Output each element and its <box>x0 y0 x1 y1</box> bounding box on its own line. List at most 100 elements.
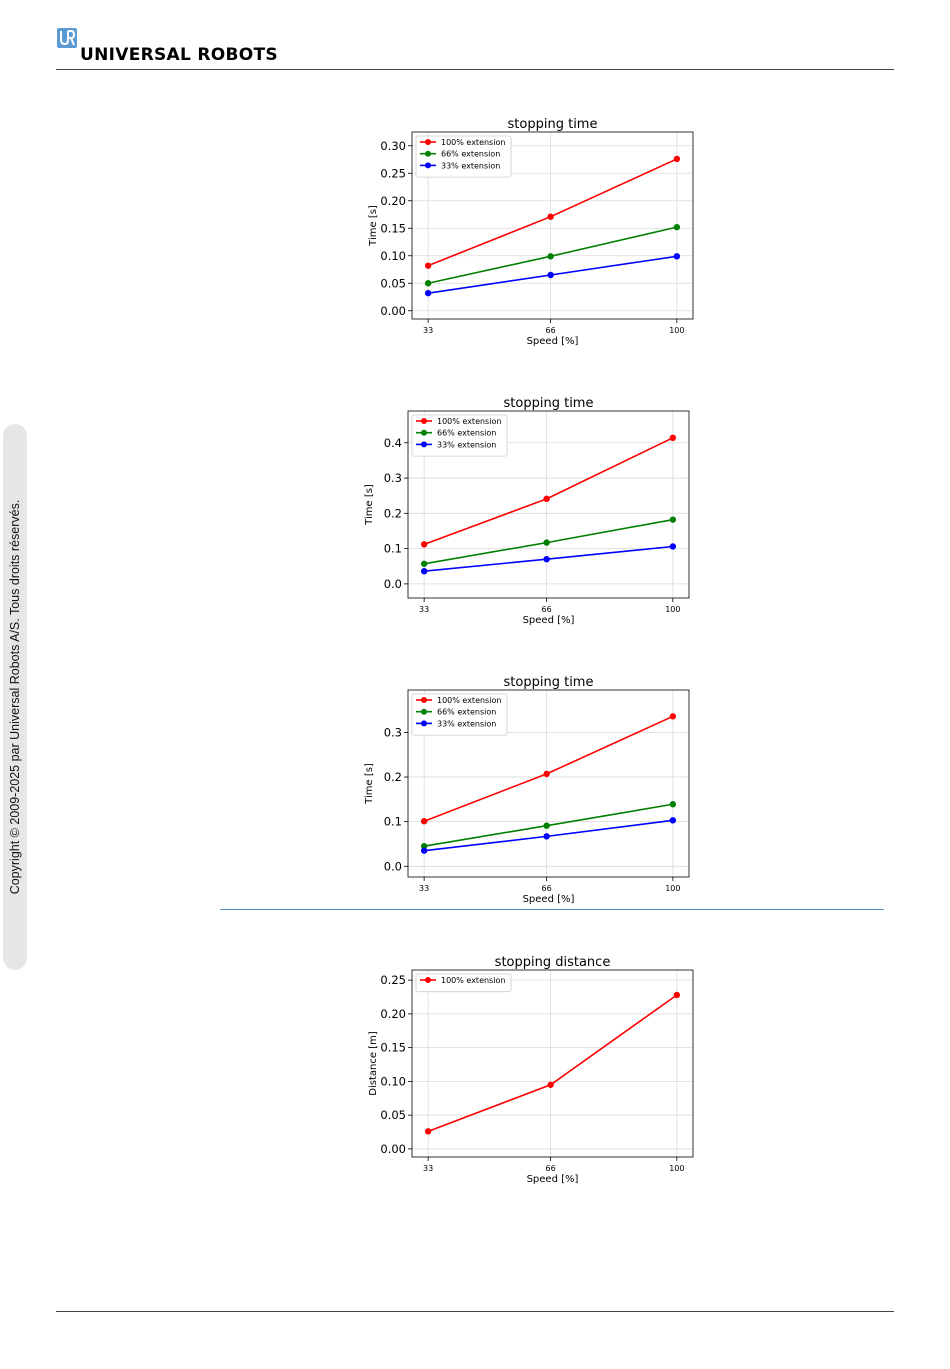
x-tick-label: 66 <box>542 884 552 893</box>
data-point <box>673 155 681 163</box>
legend-box <box>411 414 508 457</box>
legend-marker <box>425 162 431 169</box>
chart-title: stopping time <box>508 117 598 132</box>
y-tick-label: 0.15 <box>380 1041 406 1055</box>
legend-label: 100% extension <box>437 417 501 426</box>
data-point <box>547 1081 554 1088</box>
data-point <box>673 253 681 260</box>
plot-frame <box>407 410 690 599</box>
legend-marker <box>421 418 427 424</box>
y-axis-label: Distance [m] <box>368 1031 379 1096</box>
data-point <box>420 847 428 854</box>
legend-label: 66% extension <box>441 150 500 159</box>
y-tick-label: 0.10 <box>380 249 406 263</box>
header-rule <box>56 69 894 70</box>
y-tick-label: 0.2 <box>384 506 402 520</box>
legend-marker <box>425 139 431 145</box>
legend-marker <box>421 708 427 715</box>
y-tick-label: 0.10 <box>380 1074 406 1088</box>
y-tick-label: 0.20 <box>380 194 406 208</box>
data-point <box>669 713 677 720</box>
plot-frame <box>407 689 690 878</box>
chart-title: stopping time <box>504 675 594 690</box>
y-tick-label: 0.4 <box>384 436 402 450</box>
legend-box <box>415 973 512 993</box>
legend-label: 100% extension <box>441 976 505 985</box>
y-tick-label: 0.00 <box>380 304 406 318</box>
x-axis-label: Speed [%] <box>527 336 579 347</box>
data-point <box>543 822 550 829</box>
footer-rule <box>56 1311 894 1312</box>
plot-area <box>412 970 693 1157</box>
data-point <box>424 1128 432 1135</box>
data-point <box>420 560 428 567</box>
data-point <box>543 539 550 546</box>
legend-label: 66% extension <box>437 708 496 717</box>
legend-label: 33% extension <box>437 440 496 449</box>
legend-marker <box>421 720 427 727</box>
copyright-text: Copyright © 2009-2025 par Universal Robo… <box>8 499 22 895</box>
plot-frame <box>411 969 694 1158</box>
data-point <box>424 289 432 297</box>
y-tick-label: 0.3 <box>384 471 402 485</box>
data-point <box>673 223 681 231</box>
data-point <box>420 818 428 825</box>
legend-marker <box>421 441 427 448</box>
x-tick-label: 66 <box>546 1164 556 1173</box>
data-point <box>547 271 554 279</box>
data-point <box>669 516 677 523</box>
legend-label: 33% extension <box>441 161 500 170</box>
data-point <box>420 567 428 575</box>
x-tick-label: 100 <box>669 1164 684 1173</box>
y-tick-label: 0.05 <box>380 1108 406 1122</box>
chart-title: stopping distance <box>495 955 611 970</box>
data-point <box>420 843 428 850</box>
x-tick-label: 33 <box>423 1164 433 1173</box>
data-point <box>547 213 554 220</box>
y-tick-label: 0.15 <box>380 221 406 235</box>
stopping-distance-chart: 0.00 0.05 0.10 0.15 0.20 0.25 33 66 100 stopping … <box>368 955 694 1185</box>
legend-marker <box>421 429 427 436</box>
x-tick-label: 66 <box>546 326 556 335</box>
chart-title: stopping time <box>504 396 594 411</box>
data-point <box>543 495 550 503</box>
y-tick-label: 0.05 <box>380 276 406 290</box>
y-tick-label: 0.25 <box>380 973 406 987</box>
x-tick-label: 100 <box>665 605 680 614</box>
data-point <box>673 991 681 999</box>
y-tick-label: 0.3 <box>384 725 402 739</box>
y-tick-label: 0.00 <box>380 1142 406 1156</box>
copyright-tab <box>3 424 27 970</box>
data-point <box>669 817 677 824</box>
x-axis-label: Speed [%] <box>523 615 575 626</box>
legend-marker <box>425 150 431 157</box>
brand-name: UNIVERSAL ROBOTS <box>80 45 278 65</box>
y-axis-label: Time [s] <box>368 205 379 247</box>
data-point <box>420 541 428 548</box>
legend-label: 33% extension <box>437 719 496 728</box>
section-divider <box>220 909 884 910</box>
stopping-time-chart-3: 0.0 0.1 0.2 0.3 33 66 100 stopping time Speed [%… <box>364 675 690 905</box>
brand-logo: UNIVERSAL ROBOTS <box>57 28 287 65</box>
stopping-time-chart-2: 0.0 0.1 0.2 0.3 0.4 33 66 100 stopping time Speed… <box>364 396 690 626</box>
data-point <box>669 543 677 550</box>
y-tick-label: 0.1 <box>384 815 402 829</box>
legend-box <box>411 693 508 736</box>
legend-marker <box>425 977 431 983</box>
y-tick-label: 0.2 <box>384 770 402 784</box>
data-point <box>424 262 432 269</box>
y-tick-label: 0.0 <box>384 859 402 873</box>
stopping-time-chart-1: 0.00 0.05 0.10 0.15 0.20 0.25 0.30 33 66 100 stopp… <box>368 117 694 347</box>
x-tick-label: 100 <box>669 326 684 335</box>
legend-label: 100% extension <box>441 138 505 147</box>
data-point <box>424 280 432 287</box>
data-point <box>543 833 550 840</box>
data-point <box>543 770 550 778</box>
legend-label: 66% extension <box>437 429 496 438</box>
x-tick-label: 33 <box>419 605 429 614</box>
legend-label: 100% extension <box>437 696 501 705</box>
x-tick-label: 33 <box>419 884 429 893</box>
data-point <box>543 555 550 563</box>
x-axis-label: Speed [%] <box>527 1174 579 1185</box>
x-tick-label: 33 <box>423 326 433 335</box>
